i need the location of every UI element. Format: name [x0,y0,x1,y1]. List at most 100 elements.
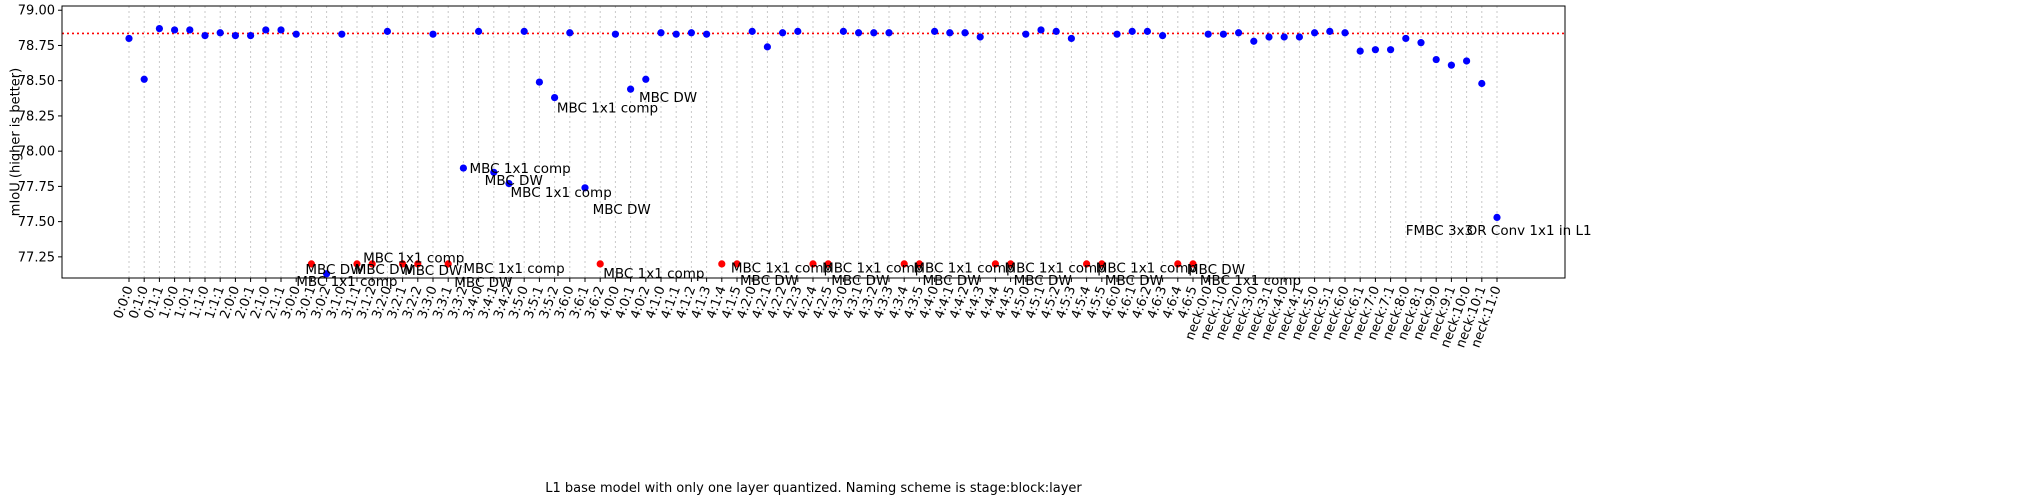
annotation-label: MBC DW [639,90,697,106]
data-point [581,184,589,192]
data-point [1280,33,1288,41]
data-point [277,26,285,34]
data-point [976,33,984,41]
data-point [505,179,513,188]
data-points [125,24,1501,278]
annotation-label: MBC DW [593,202,651,218]
data-point [885,29,893,37]
data-point [307,260,315,268]
annotation-label: MBC 1x1 comp [557,100,658,116]
data-point [1037,26,1045,34]
annotation-label: MBC DW [454,275,512,291]
data-point [231,31,239,40]
data-point [399,260,407,268]
annotation-label: MBC 1x1 comp [1096,260,1197,276]
annotation-label: MBC 1x1 comp [511,185,612,201]
data-point [1326,27,1334,35]
data-point [915,260,924,268]
data-point [155,24,163,33]
data-point [383,27,391,35]
data-point [1159,31,1167,40]
data-point [718,260,726,268]
data-point [475,27,483,35]
data-point [961,29,969,37]
x-axis-label: L1 base model with only one layer quanti… [545,481,1082,496]
y-tick-label: 78.75 [18,39,55,54]
data-point [596,260,604,268]
annotation-label: MBC 1x1 comp [363,251,464,267]
annotation-label: MBC DW [305,262,363,278]
data-point [216,29,224,37]
data-point [794,27,802,35]
annotation-label: MBC DW [1105,273,1163,289]
y-tick-label: 78.00 [18,145,55,160]
data-point [1128,27,1136,35]
data-point [490,168,498,176]
data-point [1265,33,1273,41]
data-point [1463,57,1471,65]
annotation-label: MBC 1x1 comp [603,266,704,282]
data-point [1022,30,1030,38]
y-tick-label: 77.25 [18,250,55,265]
annotation-label: OR Conv 1x1 in L1 [1467,223,1592,239]
data-point [1250,37,1258,45]
y-tick-label: 77.75 [18,180,55,195]
data-point [1341,29,1349,37]
annotation-label: MBC DW [355,262,413,278]
data-point [642,75,650,83]
data-point [171,26,179,34]
data-point [1174,260,1182,268]
data-point [611,30,620,38]
data-point [292,30,300,38]
annotation-label: MBC DW [1014,273,1072,289]
y-tick-label: 78.25 [18,109,55,124]
data-point [870,29,878,37]
data-point [201,31,209,40]
data-point [703,30,711,38]
annotation-label: FMBC 3x3 [1406,223,1473,239]
data-point [855,29,863,37]
data-point [1113,30,1121,38]
data-point [900,260,908,268]
data-point [323,270,331,278]
data-point [1219,30,1227,38]
data-point [1356,47,1364,55]
data-point [1083,260,1091,268]
y-tick-label: 78.50 [18,74,55,89]
data-point [262,26,270,34]
data-point [763,43,772,51]
data-point [1311,29,1319,37]
data-point [931,27,939,35]
data-point [1447,61,1455,69]
data-point [1052,27,1060,35]
data-point [1371,46,1379,54]
data-point [535,78,544,86]
data-point [672,30,680,38]
data-point [687,29,696,37]
annotation-label: MBC DW [831,273,889,289]
data-point [1478,79,1486,88]
data-point [429,30,437,38]
data-point [839,27,848,35]
data-point [444,260,452,268]
data-point [1432,55,1440,64]
data-point [125,34,133,43]
annotation-label: MBC DW [740,273,798,289]
data-point [809,260,817,268]
data-point [1067,34,1075,43]
data-point [459,164,467,172]
data-point [1189,260,1197,268]
annotation-label: MBC DW [404,263,462,279]
data-point [1098,260,1106,268]
data-point [1295,33,1303,41]
annotation-label: MBC 1x1 comp [913,260,1014,276]
annotation-label: MBC DW [485,173,543,189]
data-point [353,260,361,268]
x-axis: 0:0:00:1:00:1:11:0:01:0:11:1:01:1:12:0:0… [111,278,1505,350]
data-point [1493,213,1501,221]
annotation-label: MBC 1x1 comp [1005,260,1106,276]
annotation-label: MBC 1x1 comp [1200,273,1301,289]
data-point [1204,30,1212,38]
